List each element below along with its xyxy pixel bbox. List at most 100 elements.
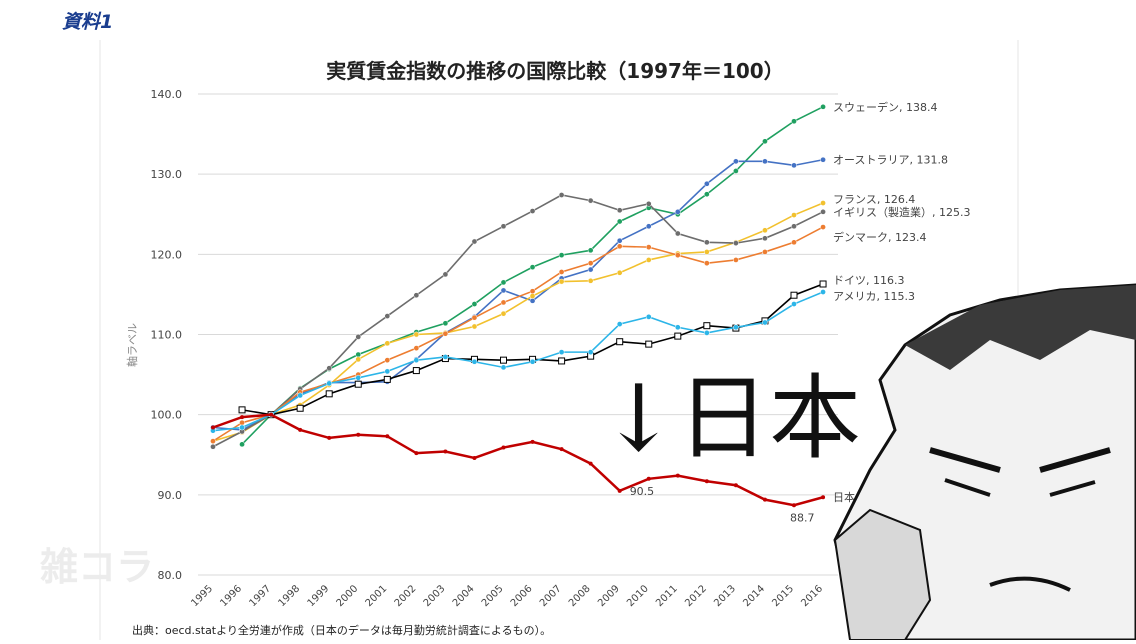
- point: [239, 419, 245, 426]
- point: [819, 280, 827, 288]
- point: [500, 299, 507, 306]
- point: [674, 230, 681, 237]
- point: [791, 301, 797, 307]
- x-tick-label: 1998: [276, 583, 302, 609]
- point: [820, 156, 826, 163]
- point: [762, 138, 768, 145]
- point: [820, 289, 826, 295]
- point: [529, 293, 536, 299]
- point: [616, 243, 623, 250]
- point: [558, 192, 565, 198]
- point: [791, 162, 797, 169]
- point: [442, 320, 449, 327]
- point: [762, 319, 768, 326]
- point: [616, 237, 623, 244]
- point: [733, 240, 739, 246]
- point: [471, 323, 478, 330]
- point: [558, 252, 565, 258]
- point: [471, 238, 478, 245]
- x-tick-label: 2002: [393, 583, 419, 609]
- point: [791, 118, 797, 125]
- point: [383, 375, 391, 383]
- y-tick-label: 80.0: [158, 569, 183, 582]
- point: [355, 351, 362, 358]
- y-tick-label: 140.0: [151, 88, 183, 101]
- point: [442, 354, 449, 360]
- point: [821, 495, 826, 500]
- point: [443, 449, 448, 454]
- point: [210, 438, 216, 444]
- point: [587, 266, 594, 273]
- source: 出典：oecd.statより全労連が作成（日本のデータは毎月勤労統計調査によるも…: [132, 623, 551, 637]
- point: [413, 357, 420, 364]
- point: [587, 277, 594, 284]
- point: [325, 390, 333, 398]
- point: [646, 476, 651, 481]
- x-tick-label: 2011: [654, 583, 680, 609]
- point: [413, 345, 420, 351]
- point: [820, 200, 826, 206]
- point: [645, 244, 652, 250]
- point: [704, 330, 710, 336]
- point: [413, 331, 420, 338]
- point: [354, 380, 362, 388]
- series-line: [212, 226, 824, 442]
- point: [704, 180, 710, 187]
- chart-title: 実質賃金指数の推移の国際比較（1997年＝100）: [326, 59, 783, 83]
- x-tick-label: 2010: [625, 583, 651, 609]
- series-line: [212, 202, 824, 442]
- value-label: ドイツ, 116.3: [833, 274, 904, 287]
- overlay-figure: [833, 283, 1136, 642]
- value-label: デンマーク, 123.4: [833, 230, 926, 244]
- point: [645, 340, 653, 348]
- point: [296, 404, 304, 412]
- point: [674, 252, 681, 258]
- point: [211, 425, 215, 430]
- point: [210, 443, 216, 450]
- value-label: アメリカ, 115.3: [833, 290, 915, 303]
- point: [500, 310, 507, 317]
- point: [645, 257, 652, 263]
- x-tick-label: 2003: [422, 583, 448, 609]
- point: [239, 424, 245, 431]
- point: [820, 224, 826, 230]
- point: [733, 257, 739, 263]
- point: [384, 340, 391, 347]
- point: [616, 338, 624, 346]
- point: [530, 439, 535, 444]
- value-label: フランス, 126.4: [833, 193, 915, 206]
- point: [704, 479, 709, 484]
- y-tick-label: 90.0: [158, 489, 183, 502]
- point: [820, 208, 826, 215]
- point: [500, 356, 507, 364]
- point: [733, 158, 739, 165]
- point: [385, 434, 390, 439]
- point: [645, 200, 652, 207]
- point: [616, 218, 623, 225]
- point: [297, 392, 303, 399]
- point: [442, 330, 449, 337]
- point: [413, 292, 420, 299]
- point: [558, 349, 565, 355]
- point: [645, 223, 652, 230]
- value-label: オーストラリア, 131.8: [833, 154, 948, 167]
- figure-brow: [929, 447, 1111, 473]
- y-tick-label: 130.0: [151, 168, 183, 181]
- point: [762, 235, 768, 242]
- figure-mouth: [989, 576, 1071, 592]
- point: [298, 427, 303, 432]
- point: [616, 269, 623, 276]
- point: [326, 365, 333, 372]
- x-tick-label: 2012: [683, 583, 709, 609]
- point: [762, 497, 767, 502]
- y-tick-label: 120.0: [151, 248, 183, 261]
- point: [675, 473, 680, 478]
- point: [240, 415, 245, 420]
- point: [327, 435, 332, 440]
- series-line: [212, 413, 824, 507]
- figure-hair: [905, 285, 1136, 370]
- value-label: 90.5: [630, 485, 655, 498]
- watermark: 雑コラ: [39, 545, 154, 589]
- point: [356, 432, 361, 437]
